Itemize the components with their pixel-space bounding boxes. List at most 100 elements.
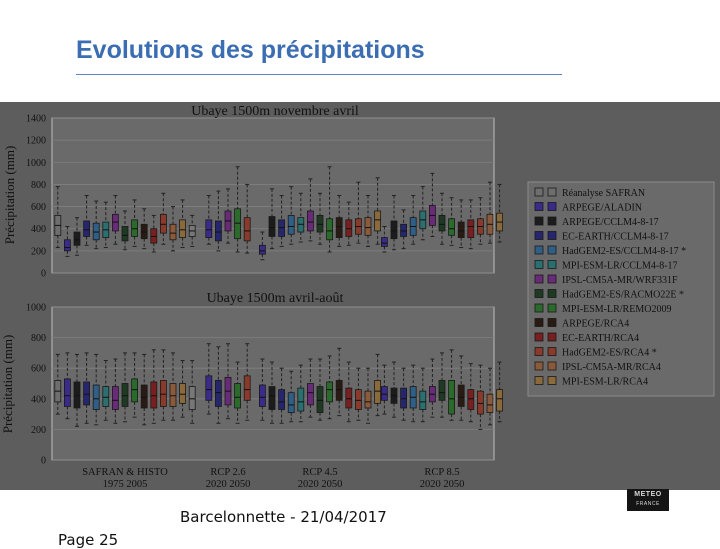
box-plot — [457, 355, 465, 421]
box-plot — [131, 199, 139, 247]
box-plot — [258, 231, 266, 261]
box-iqr — [400, 223, 408, 237]
box-plot — [169, 352, 177, 421]
box-plot — [214, 190, 222, 252]
legend-swatch — [547, 376, 557, 385]
box-plot — [380, 226, 388, 253]
box-plot — [179, 199, 187, 249]
legend-swatch — [547, 318, 557, 327]
box-iqr — [169, 223, 177, 241]
box-plot — [297, 192, 305, 243]
box-plot — [73, 217, 81, 256]
box-plot — [486, 181, 494, 244]
box-plot — [486, 367, 494, 426]
box-plot — [335, 195, 343, 247]
box-iqr — [243, 217, 251, 242]
page-number: Page 25 — [58, 531, 119, 549]
box-iqr — [297, 387, 305, 412]
box-iqr — [448, 218, 456, 236]
box-plot — [268, 361, 276, 424]
box-plot — [326, 355, 334, 420]
legend-item: HadGEM2-ES/RACMO22E * — [534, 289, 684, 301]
box-iqr — [278, 219, 286, 237]
box-iqr — [258, 244, 266, 255]
box-plot — [297, 364, 305, 423]
box-iqr — [234, 208, 242, 240]
box-plot — [54, 353, 62, 415]
y-tick-label: 1000 — [26, 158, 46, 169]
box-iqr — [278, 389, 286, 410]
box-plot — [54, 186, 62, 249]
legend-swatch — [534, 332, 544, 342]
box-plot — [121, 210, 129, 251]
box-plot — [419, 367, 427, 423]
box-iqr — [64, 378, 71, 407]
box-iqr — [268, 386, 276, 410]
box-plot — [214, 346, 222, 424]
box-iqr — [179, 219, 187, 238]
legend-label: EC-EARTH/RCA4 — [562, 333, 639, 344]
box-plot — [258, 358, 266, 421]
box-plot — [419, 186, 427, 241]
box-plot — [188, 360, 196, 424]
box-plot — [496, 183, 504, 243]
footer-text: Barcelonnette - 21/04/2017 — [180, 508, 387, 526]
box-plot — [112, 358, 119, 424]
legend-swatch — [547, 231, 557, 240]
box-iqr — [140, 223, 148, 240]
box-iqr — [326, 381, 334, 403]
legend-swatch — [534, 187, 544, 197]
top-y-ticks: 0 200 400 600 800 1000 1200 1400 — [26, 114, 46, 280]
box-iqr — [335, 380, 343, 401]
legend-item: MPI-ESM-LR/RCA4 — [534, 376, 648, 388]
box-iqr — [121, 383, 129, 407]
legend-swatch — [547, 245, 557, 255]
logo-line-2: FRANCE — [636, 501, 660, 507]
x-tick-label: SAFRAN & HISTO — [82, 467, 168, 478]
box-plot — [234, 166, 242, 253]
legend-swatch — [534, 274, 544, 284]
box-plot — [140, 208, 148, 250]
box-iqr — [496, 389, 504, 412]
box-plot — [390, 361, 398, 418]
box-iqr — [306, 210, 314, 232]
box-plot — [306, 358, 314, 418]
box-plot — [316, 192, 324, 245]
box-iqr — [354, 389, 362, 410]
legend-item: HadGEM2-ES/RCA4 * — [534, 347, 657, 359]
legend-label: MPI-ESM-LR/RCA4 — [562, 377, 648, 388]
box-iqr — [159, 380, 167, 407]
bottom-plot-area — [51, 306, 495, 461]
box-iqr — [486, 393, 494, 413]
box-iqr — [214, 220, 222, 242]
box-iqr — [467, 219, 475, 238]
box-plot — [354, 181, 362, 244]
box-plot — [150, 214, 158, 253]
slide-title: Evolutions des précipitations — [76, 36, 425, 64]
box-plot — [234, 361, 242, 424]
box-iqr — [364, 217, 372, 236]
box-plot — [374, 353, 382, 417]
x-tick-label: RCP 4.5 — [302, 467, 337, 478]
legend-label: ARPEGE/ALADIN — [562, 203, 642, 214]
box-iqr — [150, 228, 158, 244]
box-plot — [448, 197, 456, 246]
legend-swatch — [534, 231, 544, 240]
title-underline — [76, 74, 562, 75]
legend-swatch — [534, 289, 544, 298]
box-plot — [428, 172, 436, 237]
box-iqr — [179, 383, 187, 404]
box-iqr — [112, 213, 119, 232]
box-iqr — [102, 386, 110, 407]
legend: Réanalyse SAFRAN ARPEGE/ALADIN ARPEGE/CCLM… — [534, 187, 686, 388]
x-tick-label: 1975 2005 — [103, 479, 148, 490]
legend-item: IPSL-CM5A-MR/WRF331F — [534, 274, 678, 286]
box-plot — [496, 361, 504, 423]
box-plot — [112, 195, 119, 245]
box-iqr — [476, 390, 484, 415]
y-tick-label: 800 — [31, 180, 46, 191]
legend-swatch — [547, 361, 557, 371]
box-iqr — [326, 218, 334, 241]
box-plot — [400, 209, 408, 250]
x-tick-label: RCP 2.6 — [210, 467, 245, 478]
